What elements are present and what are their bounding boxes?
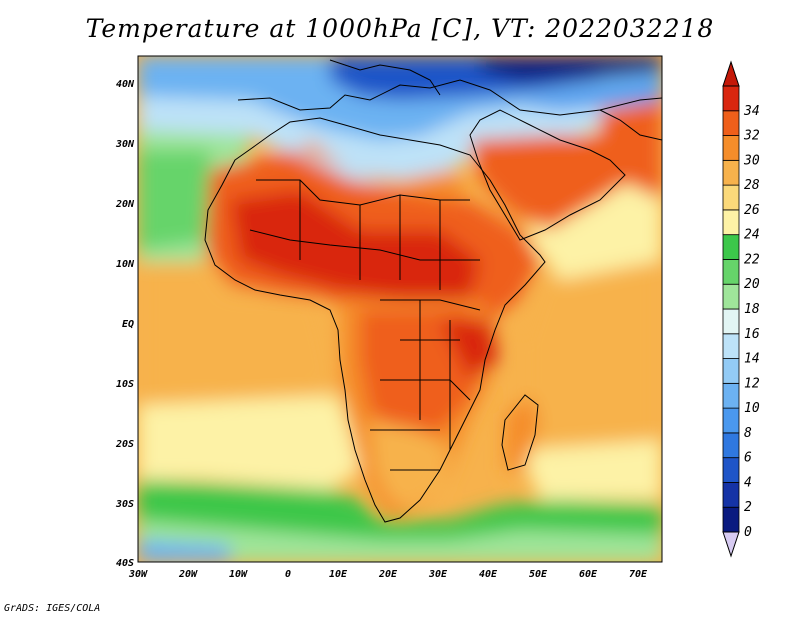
lon-tick: 30E — [428, 569, 448, 580]
lon-tick: 20W — [178, 569, 198, 580]
lat-tick: 30N — [115, 139, 135, 150]
map-title: Temperature at 1000hPa [C], VT: 20220322… — [85, 14, 715, 43]
colorbar-segment — [722, 85, 740, 112]
colorbar-label: 10 — [744, 401, 760, 416]
colorbar-low-cap — [722, 531, 740, 558]
colorbar-label: 8 — [744, 426, 752, 441]
coastlines — [204, 59, 662, 523]
lat-tick: 10S — [116, 379, 134, 390]
colorbar-segment — [722, 259, 740, 285]
colorbar-segment — [722, 457, 740, 483]
colorbar-segment — [722, 333, 740, 359]
lat-tick: 40N — [116, 79, 135, 90]
lon-tick: 30W — [128, 569, 148, 580]
lon-tick: 10E — [329, 569, 348, 580]
colorbar-segment — [722, 283, 740, 310]
lat-tick: 10N — [116, 259, 135, 270]
colorbar-label: 28 — [744, 178, 760, 193]
colorbar-label: 4 — [744, 475, 752, 490]
colorbar-label: 16 — [744, 327, 760, 342]
lon-tick: 70E — [629, 569, 648, 580]
colorbar-segment — [722, 110, 740, 136]
lat-tick: 40S — [116, 558, 134, 569]
footer-credit: GrADS: IGES/COLA — [4, 603, 101, 614]
lon-tick: 60E — [579, 569, 598, 580]
lat-tick: EQ — [122, 319, 134, 330]
lat-tick: 30S — [115, 499, 134, 510]
colorbar-label: 30 — [743, 153, 760, 168]
colorbar-label: 22 — [744, 252, 760, 267]
colorbar-label: 26 — [744, 203, 760, 218]
colorbar-label: 14 — [744, 352, 760, 367]
plot-frame — [137, 55, 663, 563]
colorbar-segment — [722, 308, 740, 335]
colorbar-segment — [722, 209, 740, 236]
colorbar-segment — [722, 432, 740, 459]
lon-tick: 20E — [378, 569, 398, 580]
colorbar-label: 2 — [744, 500, 752, 515]
colorbar-segment — [722, 407, 740, 434]
colorbar-segment — [722, 358, 740, 384]
latitude-axis: 40N 30N 20N 10N EQ 10S 20S 30S 40S — [115, 79, 135, 569]
colorbar-segment — [722, 482, 740, 508]
colorbar-segment — [722, 159, 740, 186]
colorbar-label: 32 — [743, 129, 760, 144]
colorbar-label: 6 — [744, 451, 752, 466]
colorbar-high-cap — [722, 60, 740, 87]
lat-tick: 20S — [115, 439, 134, 450]
lon-tick: 0 — [285, 569, 291, 580]
longitude-axis: 30W 20W 10W 0 10E 20E 30E 40E 50E 60E 70… — [128, 569, 648, 580]
colorbar-segment — [722, 506, 740, 533]
colorbar-segment — [722, 184, 740, 211]
lon-tick: 40E — [479, 569, 498, 580]
colorbar-label: 0 — [744, 525, 752, 540]
colorbar-segment — [722, 234, 740, 260]
colorbar-segment — [722, 135, 740, 161]
colorbar-label: 24 — [744, 228, 760, 243]
lon-tick: 50E — [529, 569, 548, 580]
colorbar-label: 20 — [744, 277, 760, 292]
colorbar-segment — [722, 382, 740, 409]
temperature-field — [138, 56, 662, 562]
colorbar-label: 12 — [744, 376, 760, 391]
colorbar-label: 34 — [743, 104, 760, 119]
lat-tick: 20N — [115, 199, 135, 210]
lon-tick: 10W — [229, 569, 248, 580]
colorbar-label: 18 — [744, 302, 760, 317]
